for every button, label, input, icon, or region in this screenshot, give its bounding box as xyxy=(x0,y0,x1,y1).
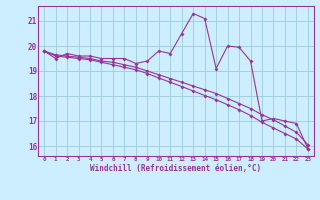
X-axis label: Windchill (Refroidissement éolien,°C): Windchill (Refroidissement éolien,°C) xyxy=(91,164,261,173)
